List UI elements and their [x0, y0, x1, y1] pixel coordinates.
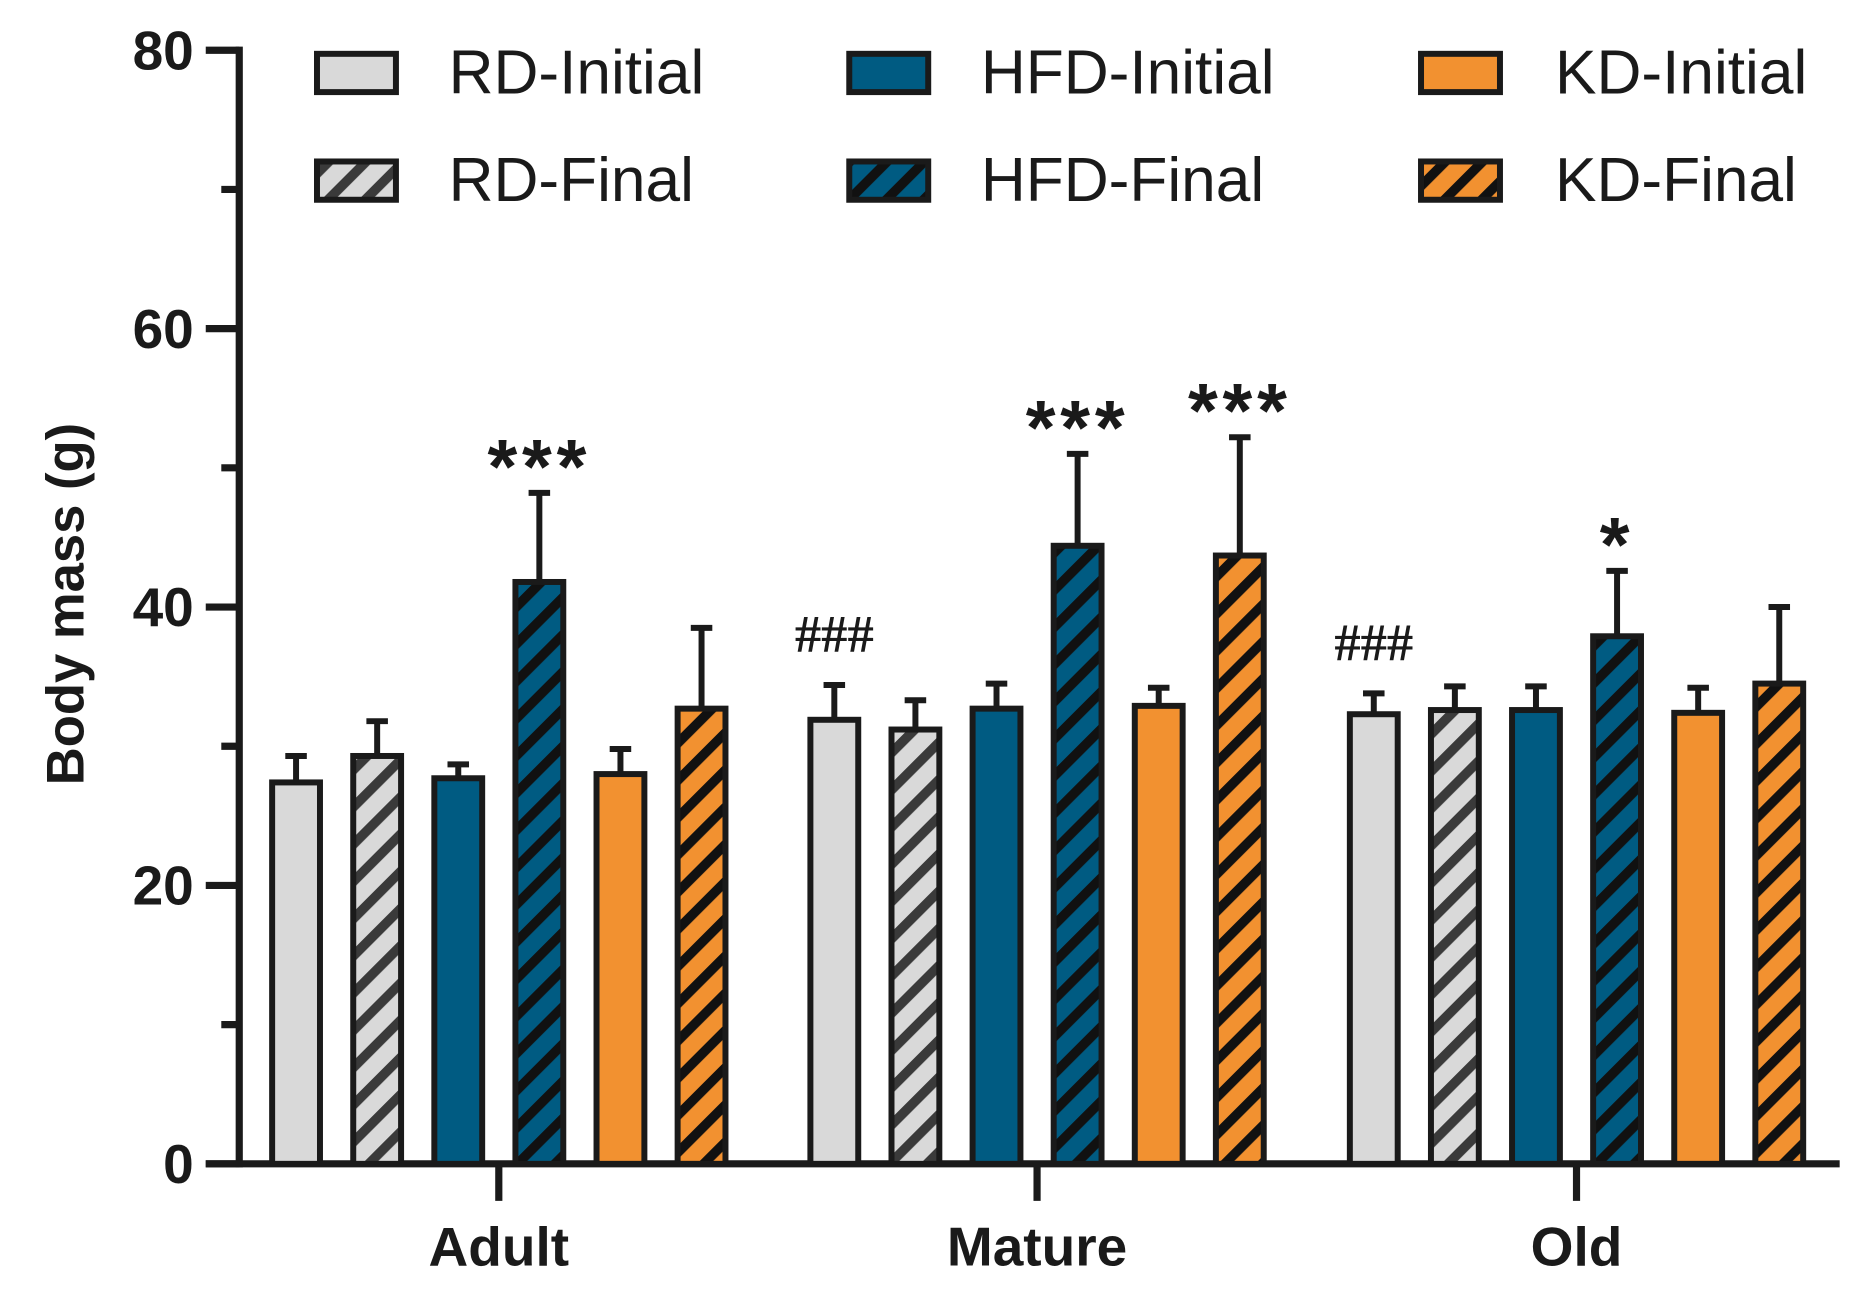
bar-rd-final-mature: [888, 726, 943, 1167]
legend-item: HFD-Initial: [846, 38, 1275, 107]
bar-kd-final-old: [1752, 680, 1807, 1167]
bar-kd-initial-old: [1671, 709, 1726, 1167]
bar-hfd-final-mature: [1050, 542, 1105, 1167]
significance-annotation: ***: [487, 425, 591, 510]
hash-annotation: ###: [1334, 614, 1413, 672]
legend-label: HFD-Final: [981, 146, 1264, 215]
bar-rd-final-adult: [350, 752, 405, 1167]
y-tick-label: 20: [133, 855, 194, 917]
bar-hfd-initial-mature: [969, 705, 1024, 1167]
bar-rd-initial-mature: [807, 716, 862, 1167]
legend-label: HFD-Initial: [981, 38, 1275, 107]
significance-annotation: ***: [1188, 369, 1292, 454]
x-tick-label: Adult: [429, 1216, 570, 1278]
bar-rd-initial-old: [1346, 711, 1401, 1167]
legend-label: RD-Final: [449, 146, 694, 215]
bar-hfd-initial-adult: [431, 775, 486, 1167]
y-tick-label: 60: [133, 298, 194, 360]
bar-kd-final-mature: [1212, 552, 1267, 1167]
legend-label: RD-Initial: [449, 38, 705, 107]
legend-swatch: [846, 158, 932, 203]
legend-swatch: [1418, 158, 1503, 203]
legend-item: RD-Final: [314, 146, 694, 215]
x-tick-label: Old: [1531, 1216, 1623, 1278]
axes: 0 20 40 60 80 Adult Mature Old: [133, 19, 1840, 1278]
bars: *** ### *** *** ### *: [269, 369, 1807, 1167]
legend-swatch: [314, 50, 399, 96]
significance-annotation: ***: [1026, 386, 1130, 471]
legend-item: HFD-Final: [846, 146, 1264, 215]
legend-item: KD-Initial: [1418, 38, 1807, 107]
significance-annotation: *: [1600, 503, 1635, 588]
bar-kd-final-adult: [674, 705, 729, 1167]
bar-rd-final-old: [1427, 707, 1482, 1167]
bar-hfd-final-old: [1590, 633, 1644, 1167]
bar-hfd-final-adult: [512, 578, 567, 1167]
bar-hfd-initial-old: [1509, 707, 1563, 1167]
y-tick-label: 40: [133, 576, 194, 638]
legend-swatch: [846, 50, 932, 96]
hash-annotation: ###: [795, 605, 874, 663]
legend-label: KD-Final: [1555, 146, 1797, 215]
bar-rd-initial-adult: [269, 779, 323, 1167]
y-tick-label: 0: [163, 1133, 194, 1195]
legend-item: KD-Final: [1418, 146, 1797, 215]
legend-swatch: [1418, 50, 1503, 96]
legend-swatch: [314, 158, 399, 203]
legend: RD-Initial RD-Final HFD-Initial HFD-Final KD…: [314, 38, 1807, 215]
legend-item: RD-Initial: [314, 38, 705, 107]
legend-label: KD-Initial: [1555, 38, 1807, 107]
bar-kd-initial-adult: [593, 771, 648, 1167]
y-tick-label: 80: [133, 19, 194, 81]
y-axis-label: Body mass (g): [37, 423, 96, 786]
bar-kd-initial-mature: [1131, 702, 1186, 1167]
x-tick-label: Mature: [947, 1216, 1127, 1278]
